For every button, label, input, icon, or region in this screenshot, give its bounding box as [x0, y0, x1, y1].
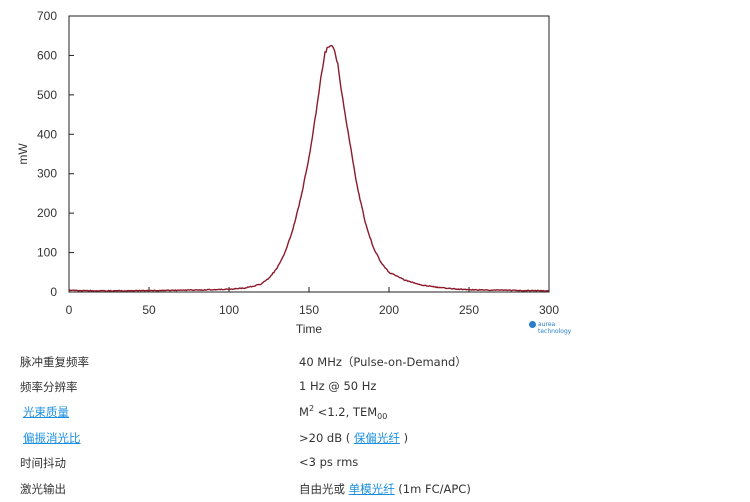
value-pre: 自由光或 — [299, 482, 349, 496]
brand-tagline: technology — [538, 328, 572, 335]
x-tick-label: 300 — [539, 303, 559, 317]
spec-value: >20 dB ( 保偏光纤 ) — [299, 430, 408, 446]
pulse-chart: 0 50 100 150 200 250 300 0 100 200 300 400 500 600 700… — [16, 9, 559, 336]
y-tick-label: 100 — [37, 246, 57, 260]
value-m: M — [299, 404, 309, 419]
spec-value: 40 MHz（Pulse-on-Demand） — [299, 355, 467, 369]
x-tick-label: 250 — [459, 303, 479, 317]
y-tick-label: 400 — [37, 127, 57, 141]
value-sub: 00 — [377, 412, 388, 422]
x-tick-label: 150 — [299, 303, 319, 317]
spec-label: 时间抖动 — [20, 456, 66, 470]
brand-name: aurea — [538, 321, 556, 328]
pulse-series-line — [68, 44, 550, 293]
spec-row-polarization: 偏振消光比 >20 dB ( 保偏光纤 ) — [0, 428, 750, 448]
spec-value: 自由光或 单模光纤 (1m FC/APC) — [299, 481, 471, 497]
y-tick-label: 0 — [50, 285, 57, 299]
x-tick-label: 50 — [142, 303, 156, 317]
sm-fiber-link[interactable]: 单模光纤 — [348, 482, 395, 496]
x-tick-label: 100 — [219, 303, 239, 317]
x-tick-label: 200 — [379, 303, 399, 317]
beam-quality-link[interactable]: 光束质量 — [23, 405, 69, 419]
y-tick-label: 500 — [37, 88, 57, 102]
value-post: ) — [399, 431, 409, 445]
spec-value: M2 <1.2, TEM00 — [299, 404, 387, 421]
spec-row-frequency-resolution: 频率分辨率 1 Hz @ 50 Hz — [0, 377, 750, 397]
value-m-sup: 2 — [308, 404, 315, 413]
spec-row-repetition-rate: 脉冲重复频率 40 MHz（Pulse-on-Demand） — [0, 352, 750, 372]
spec-row-beam-quality: 光束质量 M2 <1.2, TEM00 — [0, 402, 750, 422]
value-pre: >20 dB ( — [299, 431, 354, 445]
spec-label: 频率分辨率 — [20, 380, 78, 394]
spec-row-laser-output: 激光输出 自由光或 单模光纤 (1m FC/APC) — [0, 479, 750, 499]
y-axis-label: mW — [16, 143, 30, 165]
pm-fiber-link[interactable]: 保偏光纤 — [353, 431, 400, 445]
brand-mark-icon — [529, 321, 536, 328]
spec-label: 脉冲重复频率 — [20, 355, 89, 369]
spec-row-jitter: 时间抖动 <3 ps rms — [0, 453, 750, 473]
polarization-extinction-link[interactable]: 偏振消光比 — [23, 431, 81, 445]
spec-value: 1 Hz @ 50 Hz — [299, 379, 377, 393]
spec-value: <3 ps rms — [299, 455, 359, 469]
value-post: (1m FC/APC) — [394, 482, 471, 496]
y-tick-label: 300 — [37, 167, 57, 181]
y-tick-label: 600 — [37, 48, 57, 62]
spec-label: 激光输出 — [20, 482, 66, 496]
x-tick-label: 0 — [66, 303, 73, 317]
brand-logo: aurea technology — [529, 321, 571, 335]
y-tick-label: 700 — [37, 9, 57, 23]
y-tick-label: 200 — [37, 206, 57, 220]
x-axis-label: Time — [296, 322, 323, 336]
value-mid: <1.2, TEM — [314, 404, 378, 419]
